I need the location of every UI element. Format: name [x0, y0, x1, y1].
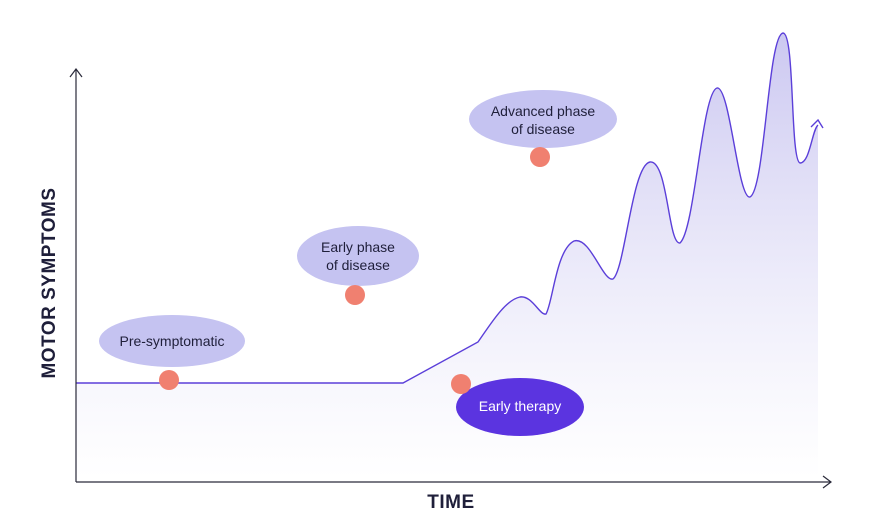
stage-label-line1: Early phase	[321, 239, 395, 255]
stage-bubble	[297, 226, 419, 286]
symptom-curve	[76, 32, 819, 384]
stage-label: Pre-symptomatic	[119, 333, 224, 349]
stage-bubble	[469, 90, 617, 148]
stage-bubble	[99, 315, 245, 367]
symptom-area-fill	[76, 33, 818, 478]
stage-pre-symptomatic: Pre-symptomatic	[99, 315, 245, 390]
stage-marker	[530, 147, 550, 167]
y-axis-label: MOTOR SYMPTOMS	[39, 187, 60, 378]
stage-advanced-phase: Advanced phase of disease	[469, 90, 617, 167]
therapy-bubble	[456, 378, 584, 436]
x-axis-label: TIME	[427, 492, 474, 513]
stage-label-line2: of disease	[326, 257, 390, 273]
y-axis-arrowhead	[69, 68, 83, 78]
therapy-marker	[451, 374, 471, 394]
x-axis-arrowhead	[822, 475, 832, 489]
stage-early-phase: Early phase of disease	[297, 226, 419, 305]
stage-early-therapy: Early therapy	[451, 374, 584, 436]
therapy-label: Early therapy	[479, 398, 561, 414]
stage-marker	[159, 370, 179, 390]
stage-marker	[345, 285, 365, 305]
curve-arrowhead	[810, 118, 824, 129]
stage-label-line2: of disease	[511, 121, 575, 137]
stage-label-line1: Advanced phase	[491, 103, 596, 119]
